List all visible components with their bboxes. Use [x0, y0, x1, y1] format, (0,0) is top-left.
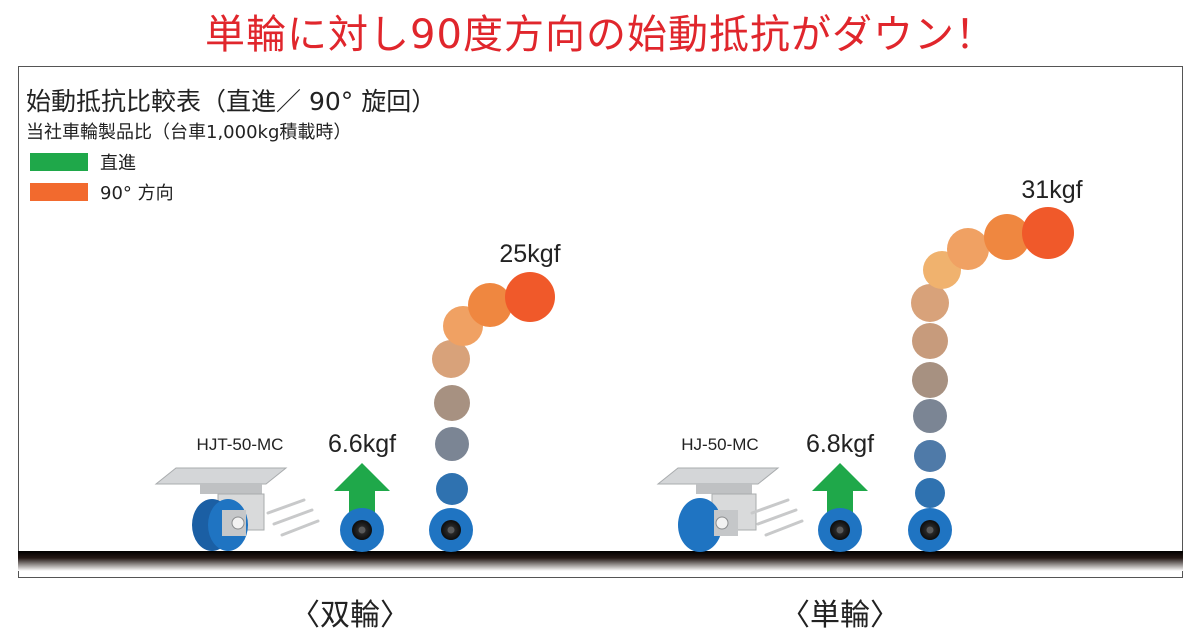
wheel-front-1 [340, 508, 384, 552]
legend-90deg-label: 90° 方向 [100, 183, 174, 204]
model-label-2: HJ-50-MC [681, 435, 758, 454]
model-label-1: HJT-50-MC [197, 435, 284, 454]
caster-single-wheel [656, 467, 780, 552]
section-label-single: 〈単輪〉 [780, 598, 900, 633]
arrow-up-icon-1 [334, 463, 390, 516]
legend-90deg: 90° 方向 [30, 182, 174, 204]
headline: 単輪に対し90度方向の始動抵抗がダウン！ [205, 12, 996, 58]
turn-value-1: 25kgf [499, 240, 560, 268]
turn-value-2: 31kgf [1021, 176, 1082, 204]
arrow-up-icon-2 [812, 463, 868, 516]
panel-subtitle: 当社車輪製品比（台車1,000kg積載時） [26, 122, 352, 143]
legend-straight: 直進 [30, 152, 136, 174]
turn-trail-1 [432, 272, 555, 505]
turn-trail-2 [911, 207, 1074, 508]
wheel-front-2 [818, 508, 862, 552]
straight-value-2: 6.8kgf [806, 430, 874, 458]
section-label-double: 〈双輪〉 [290, 598, 410, 633]
wheel-turn-1 [429, 508, 473, 552]
legend-orange-swatch [30, 183, 88, 201]
panel-title: 始動抵抗比較表（直進／ 90° 旋回） [26, 87, 437, 116]
straight-value-1: 6.6kgf [328, 430, 396, 458]
motion-lines-2 [750, 498, 804, 537]
legend-green-swatch [30, 153, 88, 171]
floor [18, 551, 1183, 571]
wheel-turn-2 [908, 508, 952, 552]
caster-double-wheel [154, 467, 288, 551]
legend-straight-label: 直進 [100, 153, 136, 174]
motion-lines-1 [266, 498, 320, 537]
